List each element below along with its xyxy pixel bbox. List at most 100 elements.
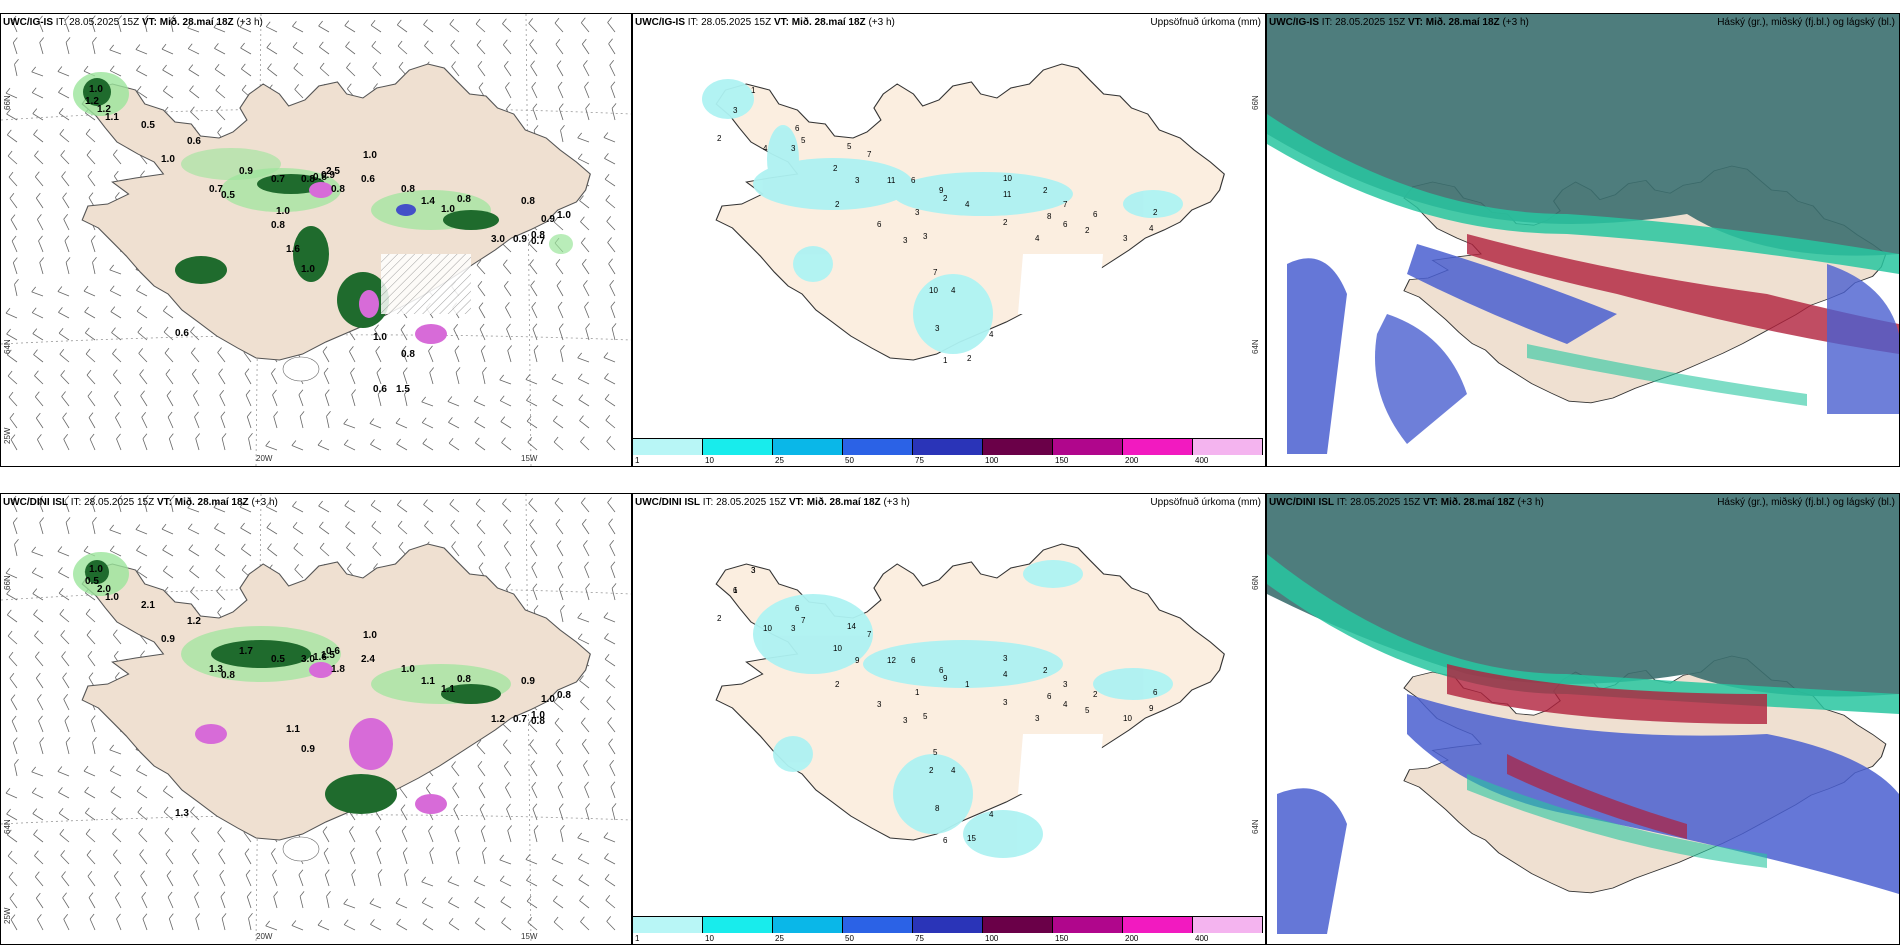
row1-wind-panel[interactable]: UWC/IG-IS IT: 28.05.2025 15Z VT: Mið. 28…: [0, 13, 632, 467]
wind-barb-flag: [137, 807, 143, 813]
wind-barb: [163, 811, 174, 821]
wind-barb: [454, 350, 460, 363]
row1-cloud-panel[interactable]: UWC/IG-IS IT: 28.05.2025 15Z VT: Mið. 28…: [1266, 13, 1900, 467]
wind-barb-flag: [6, 808, 11, 815]
wind-barb-flag: [298, 869, 304, 875]
wind-barb-flag: [505, 562, 510, 568]
wind-barb-flag: [216, 106, 222, 112]
wind-barb: [135, 529, 148, 535]
wind-barb: [39, 522, 44, 535]
wind-barb: [450, 45, 460, 55]
wind-barb: [581, 743, 590, 755]
wind-barb: [584, 306, 590, 319]
wind-barb-flag: [370, 500, 376, 506]
wind-barb: [214, 528, 226, 535]
row2-precip-panel[interactable]: UWC/DINI ISL IT: 28.05.2025 15Z VT: Mið.…: [632, 493, 1266, 945]
precip-label: 4: [965, 200, 970, 209]
wind-barb: [551, 378, 564, 385]
wind-barb: [605, 419, 616, 429]
wind-barb-flag: [39, 257, 45, 263]
wind-barb: [265, 925, 278, 931]
colorbar-tick: 100: [985, 934, 999, 943]
wind-barb: [112, 154, 122, 165]
wind-barb: [34, 876, 44, 887]
row2-cloud-panel[interactable]: UWC/DINI ISL IT: 28.05.2025 15Z VT: Mið.…: [1266, 493, 1900, 945]
precip-label: 4: [763, 144, 768, 153]
wind-barb-flag: [372, 542, 378, 548]
wind-barb-flag: [611, 583, 617, 589]
wind-barb-flag: [401, 345, 407, 352]
wind-barb: [554, 722, 564, 733]
wind-barb: [58, 312, 70, 319]
wind-barb-flag: [402, 847, 408, 853]
wind-barb: [478, 307, 486, 319]
wind-barb: [404, 394, 408, 407]
temperature-label: 0.7: [513, 714, 527, 725]
wind-barb-flag: [7, 850, 13, 857]
wind-barb-flag: [136, 306, 142, 312]
wind-barb-flag: [58, 108, 64, 114]
wind-barb-flag: [141, 891, 147, 898]
wind-barb-flag: [189, 85, 194, 91]
wind-barb: [214, 48, 226, 55]
wind-barb-flag: [57, 766, 63, 772]
wind-barb-flag: [606, 696, 612, 702]
temperature-label: 2.5: [326, 166, 340, 177]
wind-barb-flag: [294, 84, 300, 90]
wind-barb-flag: [533, 825, 539, 831]
row2-wind-panel[interactable]: UWC/DINI ISL IT: 28.05.2025 15Z VT: Mið.…: [0, 493, 632, 945]
temperature-label: 1.7: [239, 646, 253, 657]
wind-barb: [322, 831, 330, 843]
wind-barb-flag: [136, 566, 142, 572]
row1-precip-panel[interactable]: UWC/IG-IS IT: 28.05.2025 15Z VT: Mið. 28…: [632, 13, 1266, 467]
temperature-label: 1.0: [441, 204, 455, 215]
wind-barb: [7, 134, 18, 143]
wind-barb-flag: [346, 563, 352, 570]
temperature-label: 1.0: [557, 210, 571, 221]
wind-barb: [163, 310, 174, 319]
wind-barb: [502, 503, 512, 513]
wind-barb: [143, 500, 148, 513]
wind-barb: [531, 87, 538, 99]
wind-barb-flag: [65, 737, 71, 743]
wind-barb-flag: [86, 849, 92, 856]
wind-barb: [87, 396, 96, 407]
wind-barb-flag: [190, 347, 196, 354]
wind-barb-flag: [377, 389, 383, 395]
wind-barb: [317, 924, 330, 931]
wind-barb: [140, 875, 148, 887]
wind-barb: [188, 48, 200, 55]
wind-barb: [11, 500, 18, 513]
wind-barb: [527, 921, 538, 931]
wind-barb: [141, 417, 148, 429]
wind-barb: [533, 350, 538, 363]
wind-barb-flag: [482, 367, 487, 373]
wind-barb: [454, 830, 460, 843]
wind-barb: [500, 400, 512, 407]
wind-barb-flag: [473, 395, 479, 402]
wind-barb-flag: [5, 787, 11, 794]
wind-barb-flag: [5, 87, 11, 94]
precip-label: 14: [847, 622, 856, 631]
wind-barb: [429, 372, 434, 385]
wind-barb: [110, 70, 122, 77]
wind-barb-flag: [317, 919, 323, 926]
wind-barb: [447, 401, 460, 407]
wind-barb: [317, 444, 330, 451]
wind-barb-flag: [190, 586, 195, 592]
wind-barb-flag: [351, 869, 357, 875]
wind-barb: [139, 154, 148, 165]
wind-barb-flag: [34, 391, 40, 398]
wind-barb-flag: [65, 37, 71, 43]
temperature-label: 0.8: [313, 172, 327, 183]
wind-barb: [476, 264, 486, 275]
wind-barb: [85, 812, 96, 821]
wind-barb-flag: [64, 235, 70, 241]
wind-barb: [162, 69, 174, 77]
wind-barb: [525, 859, 538, 865]
wind-barb-flag: [448, 438, 454, 444]
precip-shading: [702, 79, 1183, 354]
wind-barb-flag: [611, 323, 617, 329]
precip-label: 2: [1093, 690, 1098, 699]
wind-barb-flag: [87, 391, 93, 397]
